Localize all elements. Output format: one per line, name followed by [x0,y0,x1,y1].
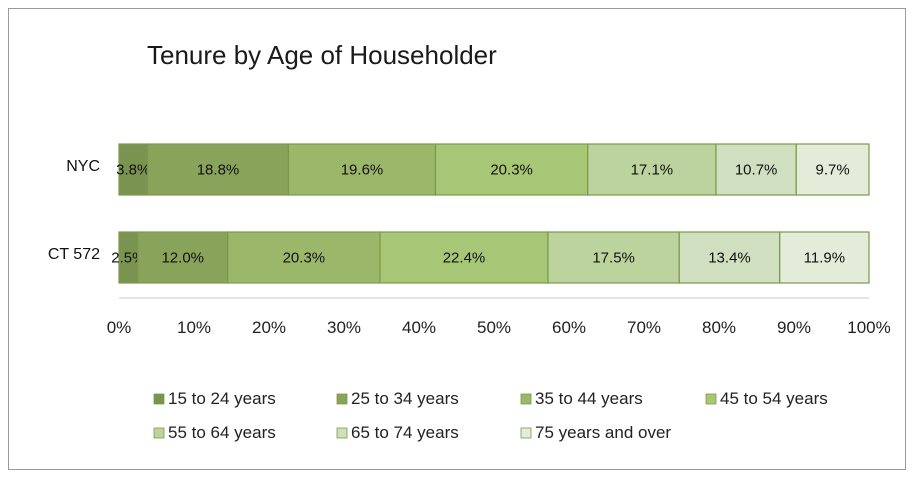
x-tick-label: 100% [847,318,890,337]
data-label: 20.3% [490,162,533,179]
legend-swatch [336,393,348,405]
legend-label: 45 to 54 years [720,389,828,408]
bar-segment [379,231,549,284]
x-tick-label: 30% [327,318,361,337]
category-label: CT 572 [48,246,100,263]
bars-group: 3.8% 18.8% 19.6% 20.3% 17.1% 10.7% 9.7% NYC 2.5%… [48,143,870,284]
x-tick-label: 50% [477,318,511,337]
chart-title: Tenure by Age of Householder [147,40,497,70]
data-label: 22.4% [443,250,486,267]
x-tick-label: 10% [177,318,211,337]
legend-label: 55 to 64 years [168,423,276,442]
data-label: 12.0% [161,250,204,267]
bar-segment [118,143,149,196]
bar-segment [715,143,797,196]
data-label: 18.8% [197,162,240,179]
x-tick-label: 60% [552,318,586,337]
legend: 15 to 24 years 25 to 34 years 35 to 44 yea… [153,389,828,442]
x-tick-label: 70% [627,318,661,337]
category-label: NYC [66,158,100,175]
bar-segment [287,143,437,196]
data-label: 9.7% [816,162,850,179]
data-label: 17.5% [592,250,635,267]
legend-swatch [520,393,532,405]
bar-segment [434,143,589,196]
data-label: 19.6% [341,162,384,179]
bar-segment [227,231,381,284]
data-label: 11.9% [804,250,845,267]
bar-segment [547,231,680,284]
data-label: 2.5% [111,250,145,267]
bar-segment [146,143,290,196]
bar-segment [137,231,229,284]
legend-label: 75 years and over [535,423,671,442]
data-label: 10.7% [735,162,778,179]
legend-label: 65 to 74 years [351,423,459,442]
x-axis: 0% 10% 20% 30% 40% 50% 60% 70% 80% 90% 100% [107,297,891,337]
bar-segment [587,143,717,196]
legend-label: 35 to 44 years [535,389,643,408]
data-label: 3.8% [116,162,150,179]
legend-swatch [520,427,532,439]
legend-swatch [153,393,165,405]
x-tick-label: 80% [702,318,736,337]
legend-swatch [705,393,717,405]
data-label: 20.3% [283,250,326,267]
legend-swatch [153,427,165,439]
x-tick-label: 20% [252,318,286,337]
bar-segment [779,231,870,284]
legend-label: 15 to 24 years [168,389,276,408]
x-tick-label: 90% [777,318,811,337]
bar-segment [795,143,870,196]
legend-swatch [336,427,348,439]
data-label: 13.4% [708,250,751,267]
legend-label: 25 to 34 years [351,389,459,408]
x-tick-label: 0% [107,318,132,337]
x-tick-label: 40% [402,318,436,337]
data-label: 17.1% [631,162,674,179]
